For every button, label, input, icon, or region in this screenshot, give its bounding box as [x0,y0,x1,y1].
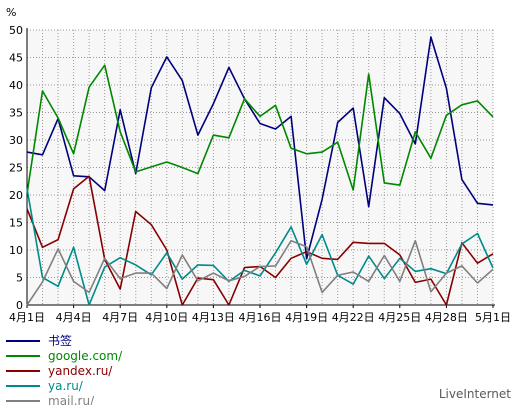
y-tick-label: 0 [16,299,23,312]
x-tick-label: 4月10日 [145,311,188,324]
y-tick-label: 20 [9,189,23,202]
ticks-layer: 0 5 10 15 20 25 30 35 40 45 50 4月1日 4月4日 4月7日 4月10日 4月1… [9,24,511,324]
y-tick-label: 30 [9,134,23,147]
x-tick-label: 4月19日 [285,311,328,324]
y-tick-label: 40 [9,79,23,92]
legend-label: 书签 [48,333,72,348]
x-tick-label: 4月16日 [239,311,282,324]
legend-item: mail.ru/ [6,394,95,405]
y-tick-label: 5 [16,272,23,285]
x-tick-label: 5月1日 [475,311,511,324]
x-tick-label: 4月4日 [56,311,92,324]
series-line-5 [26,239,494,306]
x-tick-label: 4月7日 [102,311,138,324]
legend-label: mail.ru/ [48,394,95,405]
x-tick-label: 4月1日 [9,311,45,324]
legend-label: google.com/ [48,349,123,363]
series-layer [26,36,494,306]
liveinternet-brand: LiveInternet [439,387,511,401]
y-tick-label: 15 [9,217,23,230]
legend-label: ya.ru/ [48,379,84,393]
x-tick-label: 4月13日 [192,311,235,324]
legend-item: 书签 [6,333,72,348]
x-tick-label: 4月25日 [378,311,421,324]
series-line-2 [26,64,494,195]
y-axis-label: % [6,6,16,19]
series-line-4 [26,188,494,306]
y-tick-label: 10 [9,244,23,257]
legend-item: google.com/ [6,349,123,363]
legend-item: yandex.ru/ [6,364,113,378]
y-tick-label: 25 [9,162,23,175]
y-tick-label: 35 [9,107,23,120]
legend-label: yandex.ru/ [48,364,113,378]
axis-layer [26,28,495,308]
legend-item: ya.ru/ [6,379,84,393]
y-tick-label: 50 [9,24,23,37]
y-tick-label: 45 [9,52,23,65]
x-tick-label: 4月28日 [425,311,468,324]
x-tick-label: 4月22日 [332,311,375,324]
series-line-1 [26,36,494,260]
